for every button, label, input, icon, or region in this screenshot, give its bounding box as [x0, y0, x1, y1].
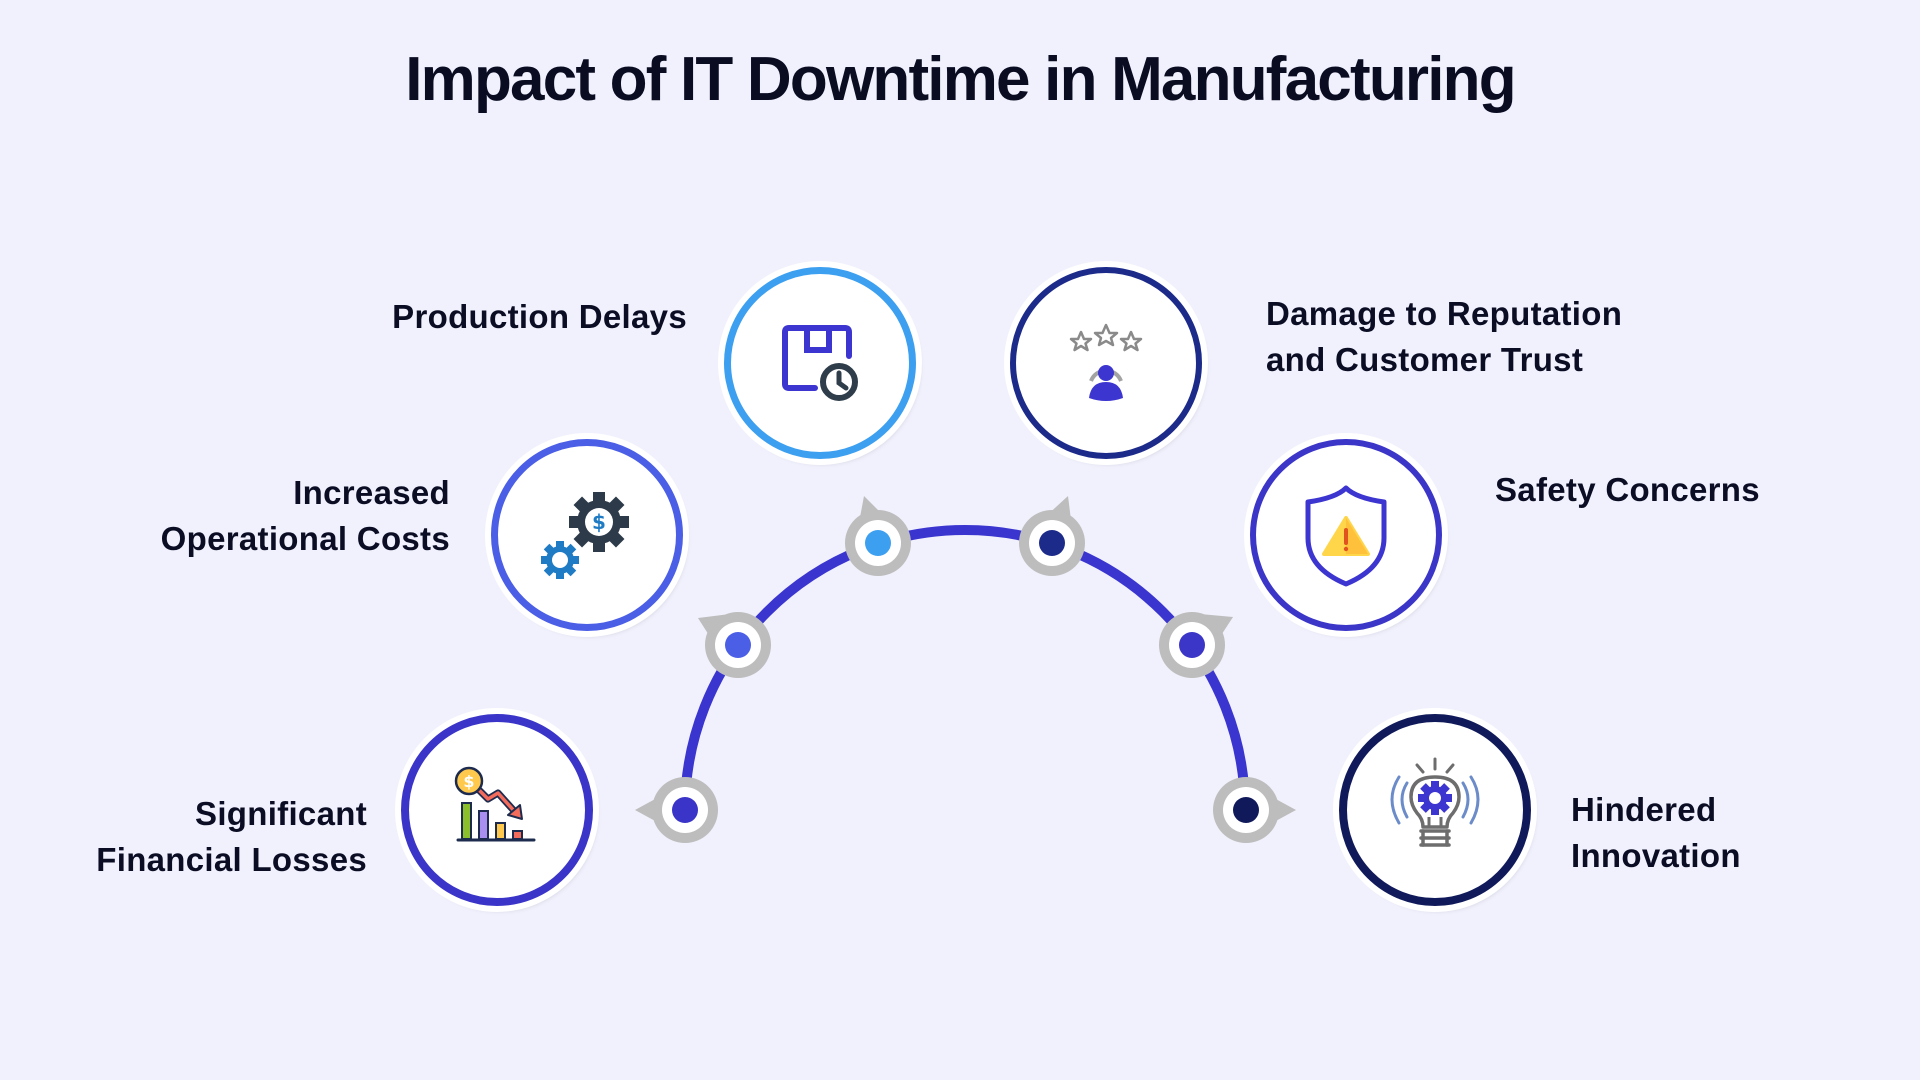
page-title: Impact of IT Downtime in Manufacturing	[405, 45, 1516, 114]
label-line: Hindered	[1571, 791, 1717, 828]
label-line: Damage to Reputation	[1266, 295, 1623, 332]
svg-text:$: $	[592, 510, 606, 534]
timeline-node-operational-costs	[698, 612, 771, 678]
item-circle-operational-costs: $	[491, 439, 683, 631]
item-circle-safety	[1250, 439, 1442, 631]
label-line: Safety Concerns	[1495, 471, 1760, 508]
label-line: Significant	[195, 795, 367, 832]
lightbulb-gear-icon	[1390, 757, 1480, 847]
gears-dollar-icon: $	[541, 492, 629, 579]
svg-text:$: $	[463, 772, 474, 791]
item-circle-production-delays	[724, 267, 916, 459]
customer-rating-icon	[1069, 323, 1143, 401]
chart-decline-dollar-icon: $	[454, 766, 536, 842]
label-line: Financial Losses	[96, 841, 367, 878]
shield-warning-icon	[1305, 485, 1387, 587]
timeline-node-reputation	[1019, 496, 1085, 576]
label-financial-losses: Significant Financial Losses	[96, 791, 367, 883]
timeline-node-safety	[1159, 612, 1233, 678]
label-line: Production Delays	[392, 298, 687, 335]
label-reputation: Damage to Reputation and Customer Trust	[1266, 291, 1622, 383]
label-production-delays: Production Delays	[392, 294, 687, 340]
timeline-node-innovation	[1213, 777, 1296, 843]
item-circle-innovation	[1339, 714, 1531, 906]
item-circle-financial-losses: $	[401, 714, 593, 906]
label-line: Operational Costs	[160, 520, 450, 557]
label-innovation: Hindered Innovation	[1571, 787, 1741, 879]
label-safety: Safety Concerns	[1495, 467, 1760, 513]
timeline-arc	[680, 525, 1250, 811]
timeline-node-production-delays	[845, 496, 911, 576]
label-line: Increased	[293, 474, 450, 511]
timeline-node-financial-losses	[635, 777, 718, 843]
item-circle-reputation	[1010, 267, 1202, 459]
box-clock-icon	[782, 325, 858, 401]
label-line: Innovation	[1571, 837, 1741, 874]
node-dot	[672, 797, 698, 823]
label-operational-costs: Increased Operational Costs	[161, 470, 450, 562]
label-line: and Customer Trust	[1266, 341, 1584, 378]
